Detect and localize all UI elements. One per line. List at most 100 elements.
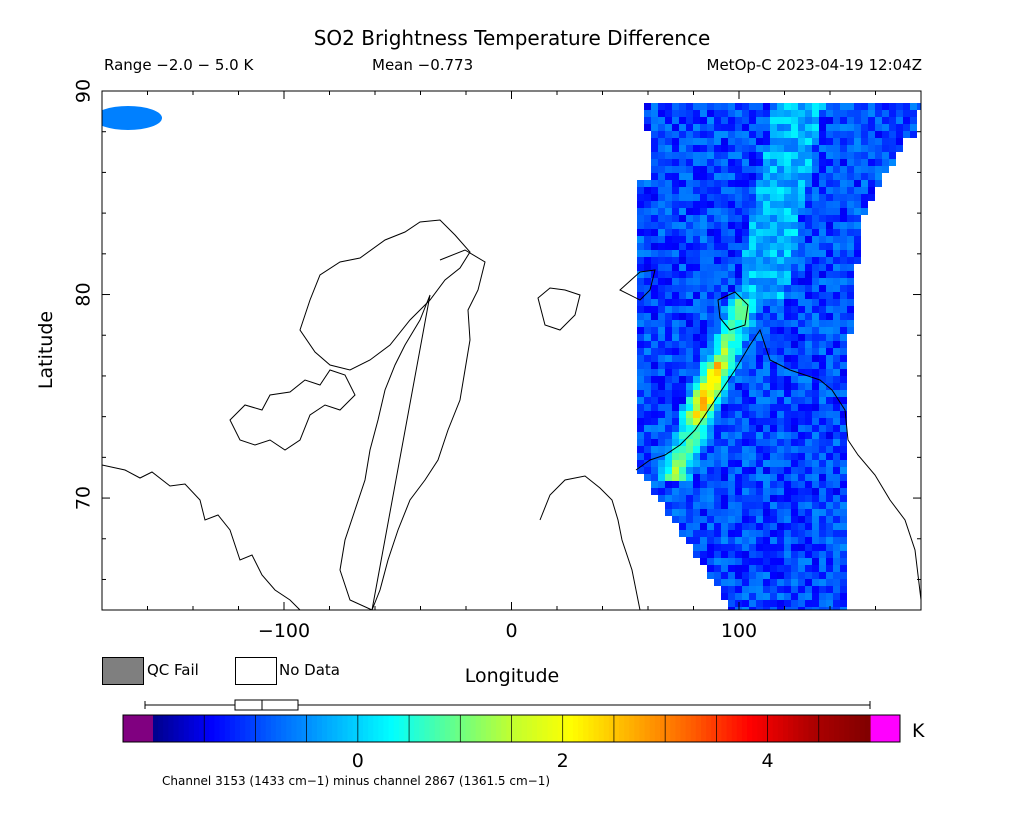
swath-cell	[665, 166, 672, 173]
swath-cell	[847, 222, 854, 229]
swath-cell	[833, 600, 840, 607]
swath-cell	[812, 558, 819, 565]
swath-cell	[665, 173, 672, 180]
swath-cell	[777, 166, 784, 173]
swath-cell	[679, 138, 686, 145]
swath-cell	[742, 264, 749, 271]
swath-cell	[812, 271, 819, 278]
swath-cell	[693, 418, 700, 425]
colorbar-segment	[245, 715, 251, 742]
swath-cell	[651, 299, 658, 306]
swath-cell	[735, 411, 742, 418]
swath-cell	[784, 509, 791, 516]
swath-cell	[637, 334, 644, 341]
swath-cell	[658, 418, 665, 425]
swath-cell	[770, 341, 777, 348]
swath-cell	[784, 201, 791, 208]
swath-cell	[742, 600, 749, 607]
swath-cell	[798, 187, 805, 194]
swath-cell	[679, 341, 686, 348]
colorbar-segment	[854, 715, 861, 742]
swath-cell	[826, 152, 833, 159]
swath-cell	[728, 341, 735, 348]
swath-cell	[840, 187, 847, 194]
swath-cell	[770, 551, 777, 558]
swath-cell	[637, 397, 644, 404]
colorbar-segment	[644, 715, 651, 742]
swath-cell	[742, 390, 749, 397]
swath-cell	[791, 558, 798, 565]
swath-cell	[728, 355, 735, 362]
swath-cell	[637, 187, 644, 194]
swath-cell	[749, 579, 756, 586]
swath-cell	[693, 551, 700, 558]
swath-cell	[819, 565, 826, 572]
swath-cell	[791, 236, 798, 243]
swath-cell	[812, 523, 819, 530]
swath-cell	[889, 110, 896, 117]
swath-cell	[700, 264, 707, 271]
colorbar-segment	[163, 715, 169, 742]
swath-cell	[882, 103, 889, 110]
swath-cell	[742, 516, 749, 523]
swath-cell	[826, 285, 833, 292]
swath-cell	[686, 306, 693, 313]
colorbar-segment	[716, 715, 723, 742]
swath-cell	[721, 152, 728, 159]
swath-cell	[840, 376, 847, 383]
swath-cell	[679, 110, 686, 117]
swath-cell	[714, 565, 721, 572]
swath-cell	[721, 362, 728, 369]
swath-cell	[651, 390, 658, 397]
swath-cell	[812, 600, 819, 607]
swath-cell	[728, 180, 735, 187]
swath-cell	[770, 572, 777, 579]
swath-cell	[784, 593, 791, 600]
swath-cell	[714, 432, 721, 439]
swath-cell	[819, 159, 826, 166]
swath-cell	[819, 187, 826, 194]
swath-cell	[721, 180, 728, 187]
swath-cell	[875, 110, 882, 117]
swath-cell	[763, 418, 770, 425]
swath-cell	[714, 467, 721, 474]
swath-cell	[812, 131, 819, 138]
swath-cell	[854, 131, 861, 138]
swath-cell	[756, 523, 763, 530]
swath-cell	[742, 215, 749, 222]
swath-cell	[721, 124, 728, 131]
swath-cell	[784, 285, 791, 292]
swath-cell	[742, 180, 749, 187]
swath-cell	[742, 586, 749, 593]
swath-cell	[777, 215, 784, 222]
swath-cell	[728, 257, 735, 264]
swath-cell	[665, 159, 672, 166]
swath-cell	[770, 425, 777, 432]
swath-cell	[728, 523, 735, 530]
swath-cell	[728, 131, 735, 138]
swath-cell	[763, 299, 770, 306]
swath-cell	[735, 404, 742, 411]
swath-cell	[742, 523, 749, 530]
swath-cell	[784, 488, 791, 495]
swath-cell	[791, 579, 798, 586]
swath-cell	[777, 453, 784, 460]
swath-cell	[763, 446, 770, 453]
swath-cell	[742, 271, 749, 278]
swath-cell	[770, 355, 777, 362]
swath-cell	[637, 348, 644, 355]
swath-cell	[693, 404, 700, 411]
swath-cell	[672, 138, 679, 145]
swath-cell	[784, 215, 791, 222]
colorbar-segment	[362, 715, 369, 742]
swath-cell	[686, 110, 693, 117]
swath-cell	[714, 558, 721, 565]
swath-cell	[805, 404, 812, 411]
swath-cell	[728, 516, 735, 523]
swath-cell	[812, 530, 819, 537]
swath-cell	[819, 586, 826, 593]
swath-cell	[735, 222, 742, 229]
swath-cell	[651, 278, 658, 285]
swath-cell	[686, 488, 693, 495]
swath-cell	[700, 481, 707, 488]
